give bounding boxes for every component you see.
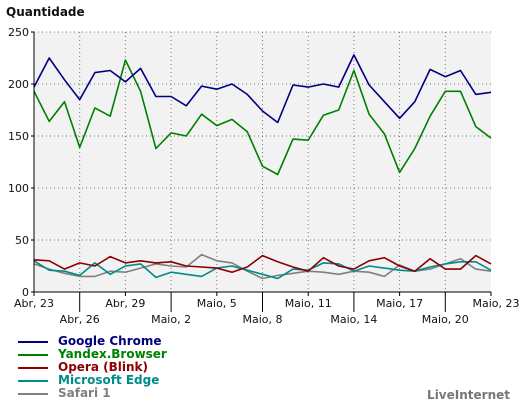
legend-swatch <box>18 366 48 369</box>
y-axis-label: Quantidade <box>6 5 85 19</box>
y-tick-label: 100 <box>8 182 29 195</box>
y-tick-labels: 0 50 100 150 200 250 <box>8 26 29 299</box>
series-line-google-chrome <box>33 54 492 124</box>
x-tick-label: Abr, 23 <box>14 297 54 310</box>
x-tick-label: Maio, 14 <box>330 313 377 326</box>
legend-swatch <box>18 340 48 343</box>
x-tick-label: Maio, 5 <box>197 297 237 310</box>
series-line-yandex-browser <box>33 59 492 176</box>
y-tick-label: 200 <box>8 78 29 91</box>
y-tick-label: 0 <box>22 286 29 299</box>
x-tick-label: Maio, 20 <box>422 313 469 326</box>
x-tick-label: Abr, 29 <box>105 297 145 310</box>
legend-label: Google Chrome <box>58 334 162 348</box>
y-tick-label: 250 <box>8 26 29 39</box>
x-tick-label: Maio, 23 <box>472 297 519 310</box>
legend-entry: Microsoft Edge <box>18 374 167 387</box>
x-tick-label: Maio, 2 <box>151 313 191 326</box>
legend-label: Safari 1 <box>58 386 111 400</box>
legend-entry: Opera (Blink) <box>18 361 167 374</box>
x-tick-label: Maio, 17 <box>376 297 423 310</box>
legend-entry: Safari 1 <box>18 387 167 400</box>
legend-label: Yandex.Browser <box>58 347 167 361</box>
series-layer <box>33 54 492 280</box>
x-tick-labels: Abr, 23 Abr, 26 Abr, 29 Maio, 2 Maio, 5 Maio,… <box>14 297 520 326</box>
y-tick-label: 150 <box>8 130 29 143</box>
axes <box>31 31 492 312</box>
y-tick-label: 50 <box>15 234 29 247</box>
grid-lines <box>34 31 491 292</box>
x-tick-label: Abr, 26 <box>60 313 100 326</box>
legend: Google Chrome Yandex.Browser Opera (Blink)… <box>18 335 167 400</box>
legend-swatch <box>18 379 48 382</box>
legend-label: Opera (Blink) <box>58 360 148 374</box>
series-line-opera-blink <box>33 254 492 274</box>
legend-entry: Yandex.Browser <box>18 348 167 361</box>
legend-label: Microsoft Edge <box>58 373 160 387</box>
legend-entry: Google Chrome <box>18 335 167 348</box>
x-tick-label: Maio, 8 <box>242 313 282 326</box>
legend-swatch <box>18 392 48 395</box>
brand-label: LiveInternet <box>427 388 510 402</box>
legend-swatch <box>18 353 48 356</box>
x-tick-label: Maio, 11 <box>285 297 332 310</box>
